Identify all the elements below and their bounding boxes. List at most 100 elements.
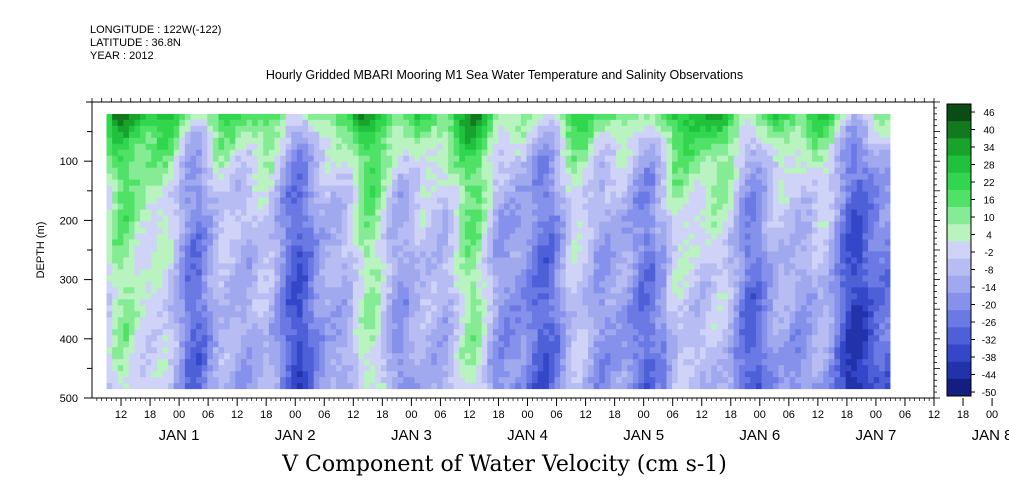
data-cell [537,239,544,247]
data-cell [526,359,533,366]
data-cell [184,293,192,300]
data-cell [604,209,612,217]
data-cell [408,245,416,253]
data-cell [168,221,175,229]
data-cell [302,365,309,372]
data-cell [672,281,679,288]
data-cell [156,203,164,211]
data-cell [576,245,584,253]
data-cell [504,155,511,163]
data-cell [190,119,197,127]
data-cell [638,191,645,199]
data-cell [705,275,712,282]
data-cell [655,263,662,271]
data-cell [229,341,236,348]
data-cell [392,371,399,378]
data-cell [414,299,421,306]
data-cell [207,191,214,199]
data-cell [285,233,292,241]
data-cell [308,263,315,271]
data-cell [246,203,253,211]
data-cell [537,209,544,217]
data-cell [179,383,186,390]
data-cell [336,215,343,223]
data-cell [291,143,298,151]
data-cell [369,239,376,247]
data-cell [459,365,466,372]
data-cell [660,155,668,163]
data-cell [324,329,332,336]
data-cell [588,341,595,348]
data-cell [235,341,242,348]
data-cell [403,365,410,372]
data-cell [336,305,343,312]
data-cell [403,329,410,336]
data-cell [313,329,320,336]
data-cell [207,299,214,306]
data-cell [347,335,354,342]
data-cell [224,377,231,384]
data-cell [576,347,584,354]
data-cell [442,287,449,294]
data-cell [638,377,645,384]
data-cell [162,323,169,330]
data-cell [257,131,264,139]
data-cell [358,377,365,384]
data-cell [459,215,466,223]
data-cell [117,203,124,211]
data-cell [532,179,539,187]
data-cell [487,119,494,127]
data-cell [610,293,617,300]
data-cell [610,329,617,336]
data-cell [240,341,248,348]
data-cell [162,275,169,282]
data-cell [700,215,707,223]
data-cell [582,281,589,288]
data-cell [140,113,147,121]
data-cell [274,383,281,390]
data-cell [380,317,388,324]
data-cell [627,161,634,169]
data-cell [156,347,164,354]
data-cell [117,317,124,324]
data-cell [498,335,505,342]
data-cell [162,131,169,139]
data-cell [358,137,365,145]
data-cell [364,299,371,306]
data-cell [358,359,365,366]
data-cell [571,353,578,360]
data-cell [397,311,404,318]
data-cell [190,347,197,354]
data-cell [694,227,701,235]
data-cell [408,191,416,199]
data-cell [168,209,175,217]
data-cell [688,221,696,229]
data-cell [218,251,225,259]
data-cell [285,185,292,193]
data-cell [537,125,544,133]
data-cell [240,359,248,366]
data-cell [425,131,432,139]
data-cell [431,287,438,294]
data-cell [179,353,186,360]
data-cell [649,245,656,253]
data-cell [190,371,197,378]
data-cell [453,377,460,384]
data-cell [571,215,578,223]
data-cell [560,383,567,390]
data-cell [509,365,516,372]
data-cell [140,335,147,342]
data-cell [616,353,623,360]
data-cell [442,317,449,324]
data-cell [420,287,427,294]
data-cell [336,281,343,288]
data-cell [532,119,539,127]
data-cell [627,305,634,312]
data-cell [173,239,180,247]
data-cell [672,275,679,282]
data-cell [386,335,393,342]
data-cell [498,329,505,336]
data-cell [403,305,410,312]
data-cell [392,215,399,223]
data-cell [375,281,382,288]
